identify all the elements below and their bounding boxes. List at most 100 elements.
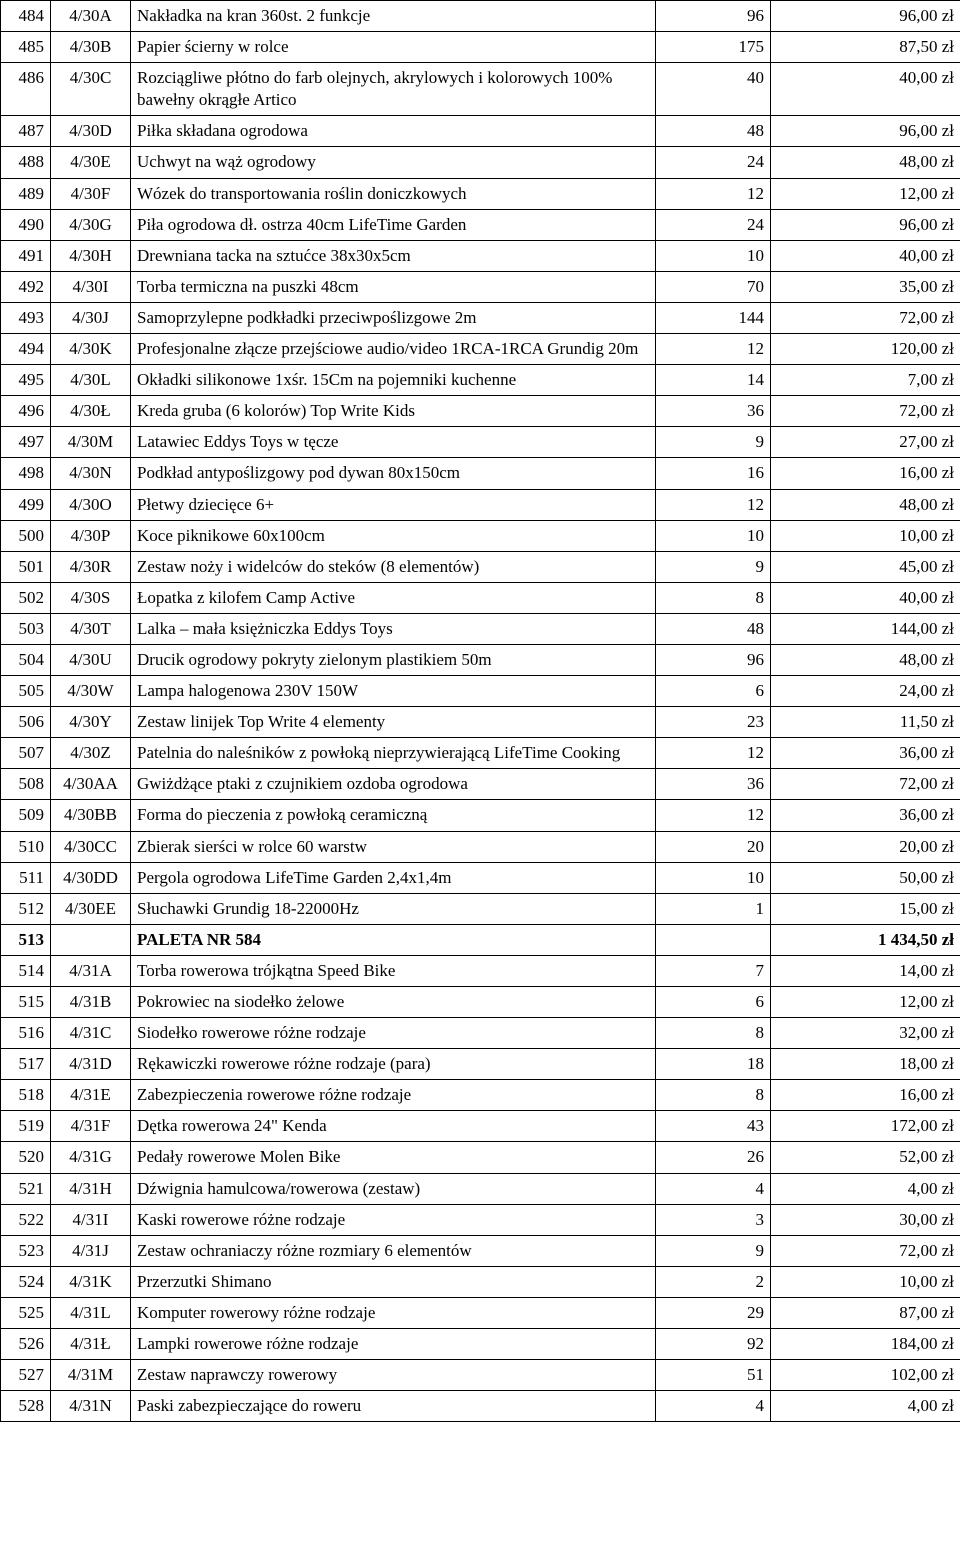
item-qty: 24 [656,209,771,240]
table-row: 4934/30JSamoprzylepne podkładki przeciwp… [1,302,960,333]
row-number: 526 [1,1329,51,1360]
item-qty: 36 [656,396,771,427]
item-price: 10,00 zł [771,520,960,551]
table-row: 5174/31DRękawiczki rowerowe różne rodzaj… [1,1049,960,1080]
item-description: Paski zabezpieczające do roweru [131,1391,656,1422]
table-row: 5274/31MZestaw naprawczy rowerowy51102,0… [1,1360,960,1391]
row-number: 485 [1,32,51,63]
row-number: 496 [1,396,51,427]
table-row: 4884/30EUchwyt na wąż ogrodowy2448,00 zł [1,147,960,178]
item-qty: 12 [656,738,771,769]
row-number: 510 [1,831,51,862]
item-qty: 10 [656,862,771,893]
item-code: 4/30W [51,676,131,707]
item-description: Pokrowiec na siodełko żelowe [131,987,656,1018]
item-price: 48,00 zł [771,489,960,520]
price-table: 4844/30ANakładka na kran 360st. 2 funkcj… [0,0,960,1422]
item-qty: 10 [656,240,771,271]
row-number: 522 [1,1204,51,1235]
item-description: Dętka rowerowa 24" Kenda [131,1111,656,1142]
item-code: 4/30I [51,271,131,302]
item-code: 4/30CC [51,831,131,862]
item-description: Torba rowerowa trójkątna Speed Bike [131,955,656,986]
item-qty: 12 [656,334,771,365]
row-number: 501 [1,551,51,582]
item-qty: 96 [656,644,771,675]
item-description: Lampa halogenowa 230V 150W [131,676,656,707]
item-code: 4/31N [51,1391,131,1422]
item-price: 72,00 zł [771,302,960,333]
table-row: 4964/30ŁKreda gruba (6 kolorów) Top Writ… [1,396,960,427]
item-qty: 18 [656,1049,771,1080]
item-price: 72,00 zł [771,769,960,800]
item-qty: 10 [656,520,771,551]
item-description: Komputer rowerowy różne rodzaje [131,1297,656,1328]
item-description: Gwiżdżące ptaki z czujnikiem ozdoba ogro… [131,769,656,800]
table-row: 5234/31JZestaw ochraniaczy różne rozmiar… [1,1235,960,1266]
row-number: 520 [1,1142,51,1173]
item-price: 36,00 zł [771,800,960,831]
item-description: Uchwyt na wąż ogrodowy [131,147,656,178]
table-row: 5044/30UDrucik ogrodowy pokryty zielonym… [1,644,960,675]
item-code: 4/30O [51,489,131,520]
table-row: 5154/31BPokrowiec na siodełko żelowe612,… [1,987,960,1018]
item-code: 4/31G [51,1142,131,1173]
item-price: 48,00 zł [771,147,960,178]
item-price: 12,00 zł [771,987,960,1018]
item-qty: 3 [656,1204,771,1235]
table-row: 5184/31EZabezpieczenia rowerowe różne ro… [1,1080,960,1111]
item-qty: 92 [656,1329,771,1360]
item-code: 4/31L [51,1297,131,1328]
row-number: 517 [1,1049,51,1080]
item-description: Siodełko rowerowe różne rodzaje [131,1018,656,1049]
table-row: 4874/30DPiłka składana ogrodowa4896,00 z… [1,116,960,147]
item-qty: 9 [656,427,771,458]
row-number: 488 [1,147,51,178]
item-qty: 48 [656,613,771,644]
row-number: 489 [1,178,51,209]
item-qty: 23 [656,707,771,738]
item-price: 72,00 zł [771,1235,960,1266]
item-qty: 16 [656,458,771,489]
item-description: Kreda gruba (6 kolorów) Top Write Kids [131,396,656,427]
item-price: 10,00 zł [771,1266,960,1297]
table-row: 5194/31FDętka rowerowa 24" Kenda43172,00… [1,1111,960,1142]
item-price: 50,00 zł [771,862,960,893]
item-code: 4/30B [51,32,131,63]
table-row: 4864/30CRozciągliwe płótno do farb olejn… [1,63,960,116]
item-qty: 9 [656,1235,771,1266]
item-price: 144,00 zł [771,613,960,644]
item-qty: 12 [656,800,771,831]
table-row: 5204/31GPedały rowerowe Molen Bike2652,0… [1,1142,960,1173]
item-qty: 24 [656,147,771,178]
table-row: 5024/30SŁopatka z kilofem Camp Active840… [1,582,960,613]
item-qty: 40 [656,63,771,116]
row-number: 527 [1,1360,51,1391]
row-number: 492 [1,271,51,302]
item-code: 4/30U [51,644,131,675]
item-description: Pergola ogrodowa LifeTime Garden 2,4x1,4… [131,862,656,893]
table-row: 4894/30FWózek do transportowania roślin … [1,178,960,209]
item-qty [656,924,771,955]
item-code: 4/31F [51,1111,131,1142]
row-number: 524 [1,1266,51,1297]
item-qty: 96 [656,1,771,32]
table-row: 4924/30ITorba termiczna na puszki 48cm70… [1,271,960,302]
item-description: Zestaw ochraniaczy różne rozmiary 6 elem… [131,1235,656,1266]
item-description: Samoprzylepne podkładki przeciwpoślizgow… [131,302,656,333]
table-row: 5144/31ATorba rowerowa trójkątna Speed B… [1,955,960,986]
table-row: 5164/31CSiodełko rowerowe różne rodzaje8… [1,1018,960,1049]
item-code [51,924,131,955]
table-row: 4984/30NPodkład antypoślizgowy pod dywan… [1,458,960,489]
item-qty: 43 [656,1111,771,1142]
table-row: 5284/31NPaski zabezpieczające do roweru4… [1,1391,960,1422]
item-code: 4/31B [51,987,131,1018]
row-number: 494 [1,334,51,365]
item-qty: 2 [656,1266,771,1297]
item-qty: 4 [656,1391,771,1422]
item-code: 4/30S [51,582,131,613]
item-code: 4/30F [51,178,131,209]
item-code: 4/30J [51,302,131,333]
table-row: 5014/30RZestaw noży i widelców do steków… [1,551,960,582]
row-number: 493 [1,302,51,333]
